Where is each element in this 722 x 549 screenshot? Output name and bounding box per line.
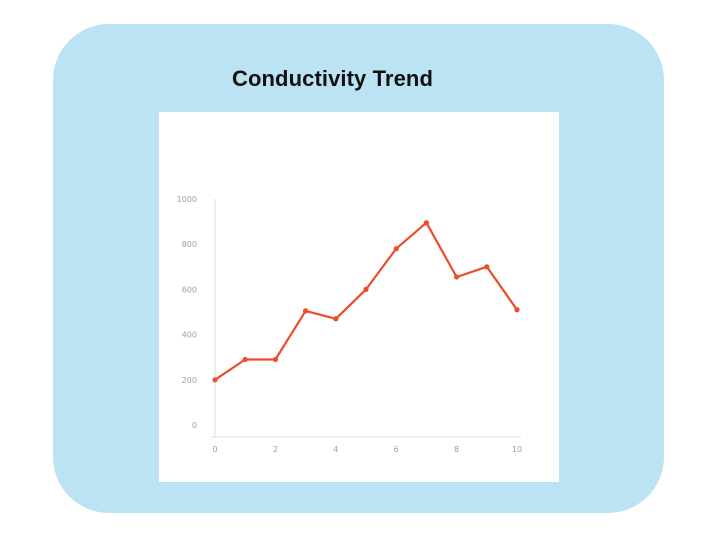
- line-chart: 0 200 400 600 800 1000 0 2 4 6 8 10: [177, 195, 522, 454]
- x-tick-label: 4: [333, 445, 338, 454]
- x-tick-label: 10: [512, 445, 522, 454]
- y-tick-label: 0: [192, 421, 197, 430]
- x-tick-label: 2: [273, 445, 278, 454]
- data-point: [212, 377, 218, 383]
- y-tick-label: 1000: [177, 195, 197, 204]
- chart-title: Conductivity Trend: [231, 66, 434, 91]
- y-tick-label: 800: [182, 240, 197, 249]
- data-point: [303, 308, 309, 314]
- data-point: [454, 274, 460, 280]
- y-tick-label: 400: [182, 331, 197, 340]
- data-point: [514, 307, 520, 313]
- data-point: [363, 286, 369, 292]
- x-tick-label: 8: [454, 445, 459, 454]
- plot-panel: 0 200 400 600 800 1000 0 2 4 6 8 10: [159, 112, 559, 482]
- data-point: [272, 356, 278, 363]
- x-tick-label: 0: [212, 445, 217, 454]
- series-line: [213, 221, 519, 381]
- y-tick-label: 600: [182, 285, 197, 294]
- data-point: [484, 264, 490, 270]
- y-tick-label: 200: [182, 376, 197, 385]
- data-point: [333, 316, 339, 322]
- data-point: [423, 220, 429, 226]
- data-point: [393, 246, 399, 252]
- data-point: [242, 356, 248, 363]
- x-tick-label: 6: [394, 445, 399, 454]
